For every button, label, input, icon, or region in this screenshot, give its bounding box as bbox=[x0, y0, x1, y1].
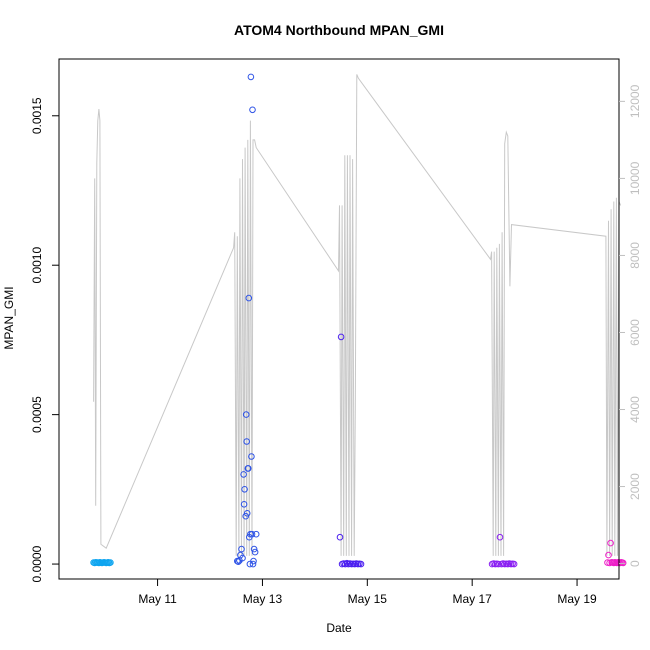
x-tick-label: May 13 bbox=[243, 592, 283, 606]
data-point bbox=[619, 559, 627, 567]
y-axis: 0.0000 0.0005 0.0010 0.0015 bbox=[30, 97, 59, 582]
y2-tick-label: 2000 bbox=[628, 473, 642, 500]
data-point bbox=[245, 294, 253, 302]
y2-tick-label: 8000 bbox=[628, 242, 642, 269]
data-point bbox=[337, 333, 345, 341]
data-point bbox=[249, 106, 256, 114]
y2-axis: 0 2000 4000 6000 8000 10000 12000 bbox=[619, 84, 642, 567]
y-tick-label: 0.0010 bbox=[30, 247, 44, 284]
data-point bbox=[245, 465, 252, 472]
data-point bbox=[250, 545, 258, 553]
data-point bbox=[243, 438, 250, 445]
y2-tick-label: 10000 bbox=[628, 161, 642, 195]
data-point bbox=[605, 551, 612, 559]
y-tick-label: 0.0015 bbox=[30, 97, 44, 134]
x-tick-label: May 17 bbox=[453, 592, 493, 606]
data-point bbox=[343, 559, 351, 567]
y2-tick-label: 0 bbox=[628, 560, 642, 567]
data-point bbox=[243, 510, 251, 517]
y2-tick-label: 6000 bbox=[628, 319, 642, 346]
secondary-series-line bbox=[93, 74, 622, 556]
data-point bbox=[607, 539, 614, 547]
data-point bbox=[249, 560, 257, 568]
data-point bbox=[241, 486, 248, 493]
x-axis-title: Date bbox=[326, 621, 352, 635]
chart-title: ATOM4 Northbound MPAN_GMI bbox=[234, 22, 444, 38]
y2-tick-label: 4000 bbox=[628, 396, 642, 423]
data-point bbox=[235, 558, 242, 566]
data-point bbox=[242, 411, 250, 418]
data-point bbox=[239, 554, 246, 562]
data-point bbox=[240, 471, 247, 478]
plot-frame bbox=[58, 58, 620, 580]
data-points-layer bbox=[90, 73, 627, 568]
y-tick-label: 0.0000 bbox=[30, 545, 44, 582]
data-point bbox=[240, 501, 248, 508]
y-axis-title: MPAN_GMI bbox=[2, 286, 16, 349]
secondary-series-line-layer bbox=[93, 74, 622, 556]
y2-tick-label: 12000 bbox=[628, 84, 642, 118]
data-point bbox=[252, 530, 260, 538]
x-axis: May 11 May 13 May 15 May 17 May 19 bbox=[138, 578, 597, 606]
data-point bbox=[357, 560, 365, 568]
data-point bbox=[251, 548, 259, 556]
data-point bbox=[510, 560, 518, 568]
data-point bbox=[107, 559, 114, 566]
data-point bbox=[250, 557, 257, 565]
data-point bbox=[496, 533, 504, 541]
x-tick-label: May 15 bbox=[348, 592, 388, 606]
data-point bbox=[238, 545, 245, 553]
y-tick-label: 0.0005 bbox=[30, 396, 44, 433]
data-point bbox=[248, 530, 256, 538]
data-point bbox=[336, 533, 344, 541]
data-point bbox=[248, 453, 255, 460]
x-tick-label: May 19 bbox=[557, 592, 597, 606]
x-tick-label: May 11 bbox=[138, 592, 177, 606]
data-point bbox=[495, 560, 502, 568]
data-point bbox=[247, 73, 255, 81]
